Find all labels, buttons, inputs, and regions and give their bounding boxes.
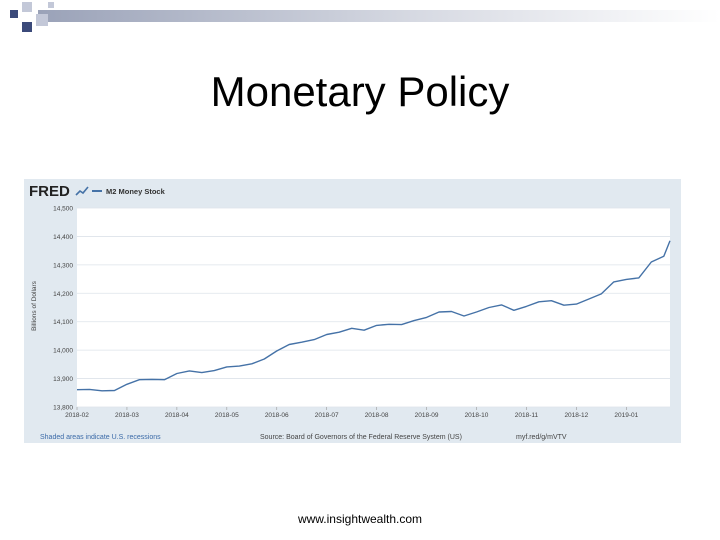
fred-chart-panel: 13,800 13,900 14,000 14,100 14,200 14,300 14,4…: [24, 179, 681, 443]
y-tick-label: 14,300: [53, 262, 73, 269]
y-axis-label: Billions of Dollars: [31, 280, 38, 331]
y-tick-label: 13,900: [53, 376, 73, 383]
y-tick-label: 14,100: [53, 319, 73, 326]
chart-svg: 13,800 13,900 14,000 14,100 14,200 14,300 14,4…: [29, 183, 671, 441]
x-tick-label: 2018-12: [564, 412, 588, 419]
y-tick-label: 13,800: [53, 405, 73, 412]
x-tick-label: 2018-02: [65, 412, 89, 419]
x-tick-label: 2018-06: [265, 412, 289, 419]
short-url[interactable]: myf.red/g/mVTV: [516, 434, 567, 441]
series-line-m2[interactable]: [76, 240, 671, 392]
footer-url[interactable]: www.insightwealth.com: [297, 512, 423, 526]
x-tick-label: 2018-08: [365, 412, 389, 419]
y-tick-label: 14,500: [53, 206, 73, 213]
y-tick-label: 14,000: [53, 348, 73, 355]
legend-label: M2 Money Stock: [106, 187, 166, 196]
chart-line-icon: [75, 186, 89, 196]
x-tick-label: 2018-11: [515, 412, 539, 419]
x-tick-label: 2019-01: [614, 412, 638, 419]
y-tick-label: 14,200: [53, 291, 73, 298]
decorative-header-squares: [10, 2, 720, 32]
x-tick-label: 2018-09: [415, 412, 439, 419]
x-tick-label: 2018-07: [315, 412, 339, 419]
x-tick-label: 2018-10: [465, 412, 489, 419]
recession-note-link[interactable]: Shaded areas indicate U.S. recessions: [40, 434, 161, 441]
y-tick-label: 14,400: [53, 234, 73, 241]
x-tick-label: 2018-05: [215, 412, 239, 419]
plot-area: [77, 208, 670, 407]
slide-title: Monetary Policy: [210, 68, 510, 115]
x-tick-label: 2018-04: [165, 412, 189, 419]
chart-gridlines: [77, 207, 670, 408]
x-tick-label: 2018-03: [115, 412, 139, 419]
fred-logo[interactable]: FRED: [29, 183, 70, 200]
source-text: Source: Board of Governors of the Federa…: [260, 434, 462, 441]
